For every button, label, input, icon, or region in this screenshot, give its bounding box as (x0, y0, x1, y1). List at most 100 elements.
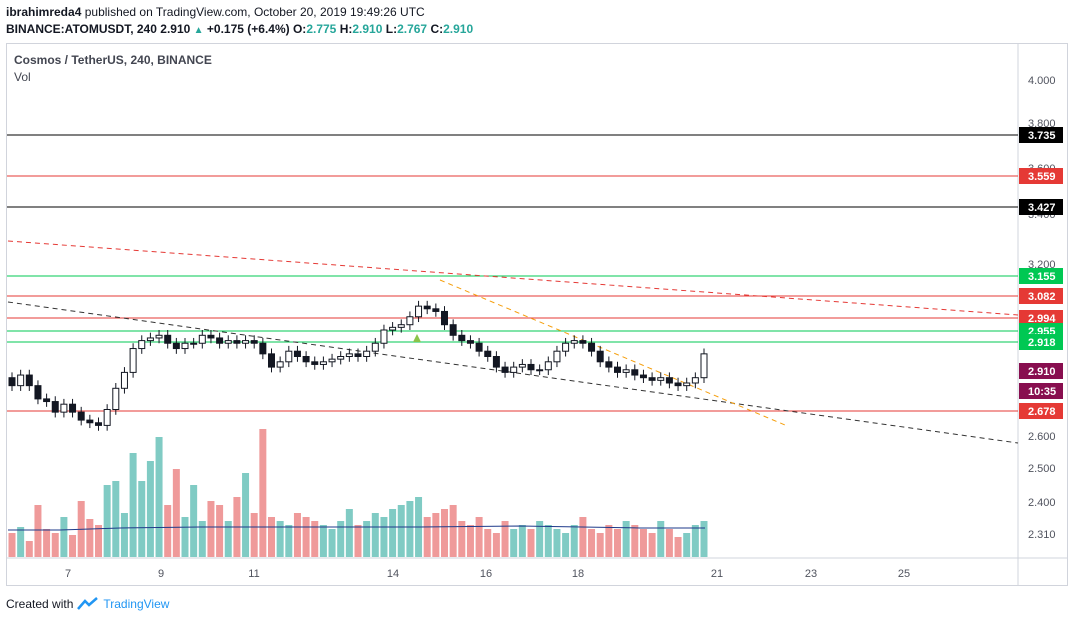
green-marker-icon (413, 334, 421, 342)
candle-body (614, 366, 621, 373)
level-label: 3.155 (1028, 271, 1056, 283)
candle-body (441, 310, 448, 326)
chart-legend-title[interactable]: Cosmos / TetherUS, 240, BINANCE (14, 53, 212, 67)
volume-bar (596, 533, 604, 557)
volume-bar (397, 505, 405, 557)
candle-body (570, 340, 578, 344)
candle-body (69, 403, 77, 413)
candle-body (34, 385, 42, 400)
candle-body (562, 342, 570, 352)
volume-bar (337, 521, 345, 557)
candle-body (216, 337, 224, 344)
volume-bar (302, 517, 310, 557)
candle-body (259, 342, 267, 355)
volume-bar (95, 525, 102, 557)
level-label-bg (1019, 199, 1063, 215)
volume-bar (242, 473, 250, 557)
candle-body (319, 361, 327, 365)
price-axis-ticks: 4.0003.8003.6003.4003.2002.6002.5002.400… (1028, 75, 1056, 541)
candle-body (579, 340, 587, 344)
publish-text: published on TradingView.com, October 20… (84, 5, 425, 19)
volume-bar (536, 521, 544, 557)
low-value: 2.767 (397, 22, 428, 36)
volume-bar (311, 521, 319, 557)
volume-bar (138, 481, 146, 557)
volume-bar (250, 513, 258, 557)
candle-body (17, 374, 25, 387)
trendline-red-dashed (7, 240, 1019, 316)
trend-lines (7, 240, 1019, 444)
volume-bar (155, 437, 163, 557)
current-price-label: 2.910 (1028, 366, 1056, 378)
candle-body (337, 356, 345, 360)
volume-bar (51, 533, 59, 557)
candle-body (397, 324, 405, 328)
level-label-bg (1019, 288, 1063, 304)
volume-bar (207, 501, 215, 557)
candle-body (691, 377, 699, 384)
candle-body (328, 358, 336, 363)
volume-bar (86, 519, 94, 557)
candle-body (224, 340, 232, 344)
candle-body (233, 340, 241, 344)
price-tick-label: 2.310 (1028, 529, 1056, 541)
candle-body (639, 374, 647, 379)
candle-body (302, 356, 310, 363)
volume-bar (562, 533, 570, 557)
price-change: +0.175 (+6.4%) (206, 22, 290, 36)
time-tick-label: 18 (572, 568, 584, 580)
level-label-bg (1019, 268, 1063, 284)
chart-frame[interactable] (6, 43, 1068, 586)
volume-bar (172, 469, 180, 557)
current-price-bg (1019, 363, 1063, 379)
price-tick-label: 2.400 (1028, 497, 1056, 509)
level-label: 3.735 (1028, 130, 1056, 142)
candle-body (501, 366, 509, 373)
level-label-bg (1019, 310, 1063, 326)
candle-body (354, 353, 362, 358)
candle-body (544, 361, 552, 371)
candle-body (43, 398, 51, 403)
candle-body (250, 340, 258, 344)
volume-bar (285, 525, 293, 557)
volume-bar (553, 529, 561, 557)
volume-bar (328, 529, 336, 557)
volume-bar (631, 525, 639, 557)
volume-bar (657, 521, 665, 557)
time-tick-label: 16 (480, 568, 492, 580)
volume-bar (527, 529, 535, 557)
volume-bar (371, 513, 379, 557)
volume-bar (60, 517, 68, 557)
volume-bar (475, 517, 483, 557)
volume-bar (674, 537, 682, 557)
volume-bar (259, 429, 267, 557)
candle-body (380, 329, 388, 344)
candle-body (129, 348, 137, 373)
candle-body (518, 363, 526, 368)
volume-bar (8, 533, 16, 557)
symbol-line: BINANCE:ATOMUSDT, 240 (6, 22, 157, 36)
publisher-name[interactable]: ibrahimreda4 (6, 5, 82, 19)
candle-body (484, 350, 492, 358)
volume-legend[interactable]: Vol (14, 70, 31, 84)
level-label-bg (1019, 334, 1063, 350)
o-label: O: (292, 22, 307, 36)
volume-bar (276, 521, 284, 557)
trendline-black-dashed (7, 301, 1019, 444)
candle-body (536, 369, 544, 372)
volume-bar (441, 509, 448, 557)
volume-bar (648, 533, 656, 557)
volume-bar (380, 517, 388, 557)
candle-body (371, 342, 379, 352)
candle-body (181, 342, 189, 350)
level-label: 3.082 (1028, 291, 1056, 303)
tradingview-brand[interactable]: TradingView (103, 597, 170, 611)
volume-bar (579, 517, 587, 557)
candle-body (285, 350, 293, 363)
volume-bar (216, 505, 224, 557)
time-tick-label: 25 (898, 568, 910, 580)
candle-body (700, 353, 708, 379)
h-label: H: (339, 22, 353, 36)
candle-body (120, 371, 128, 389)
